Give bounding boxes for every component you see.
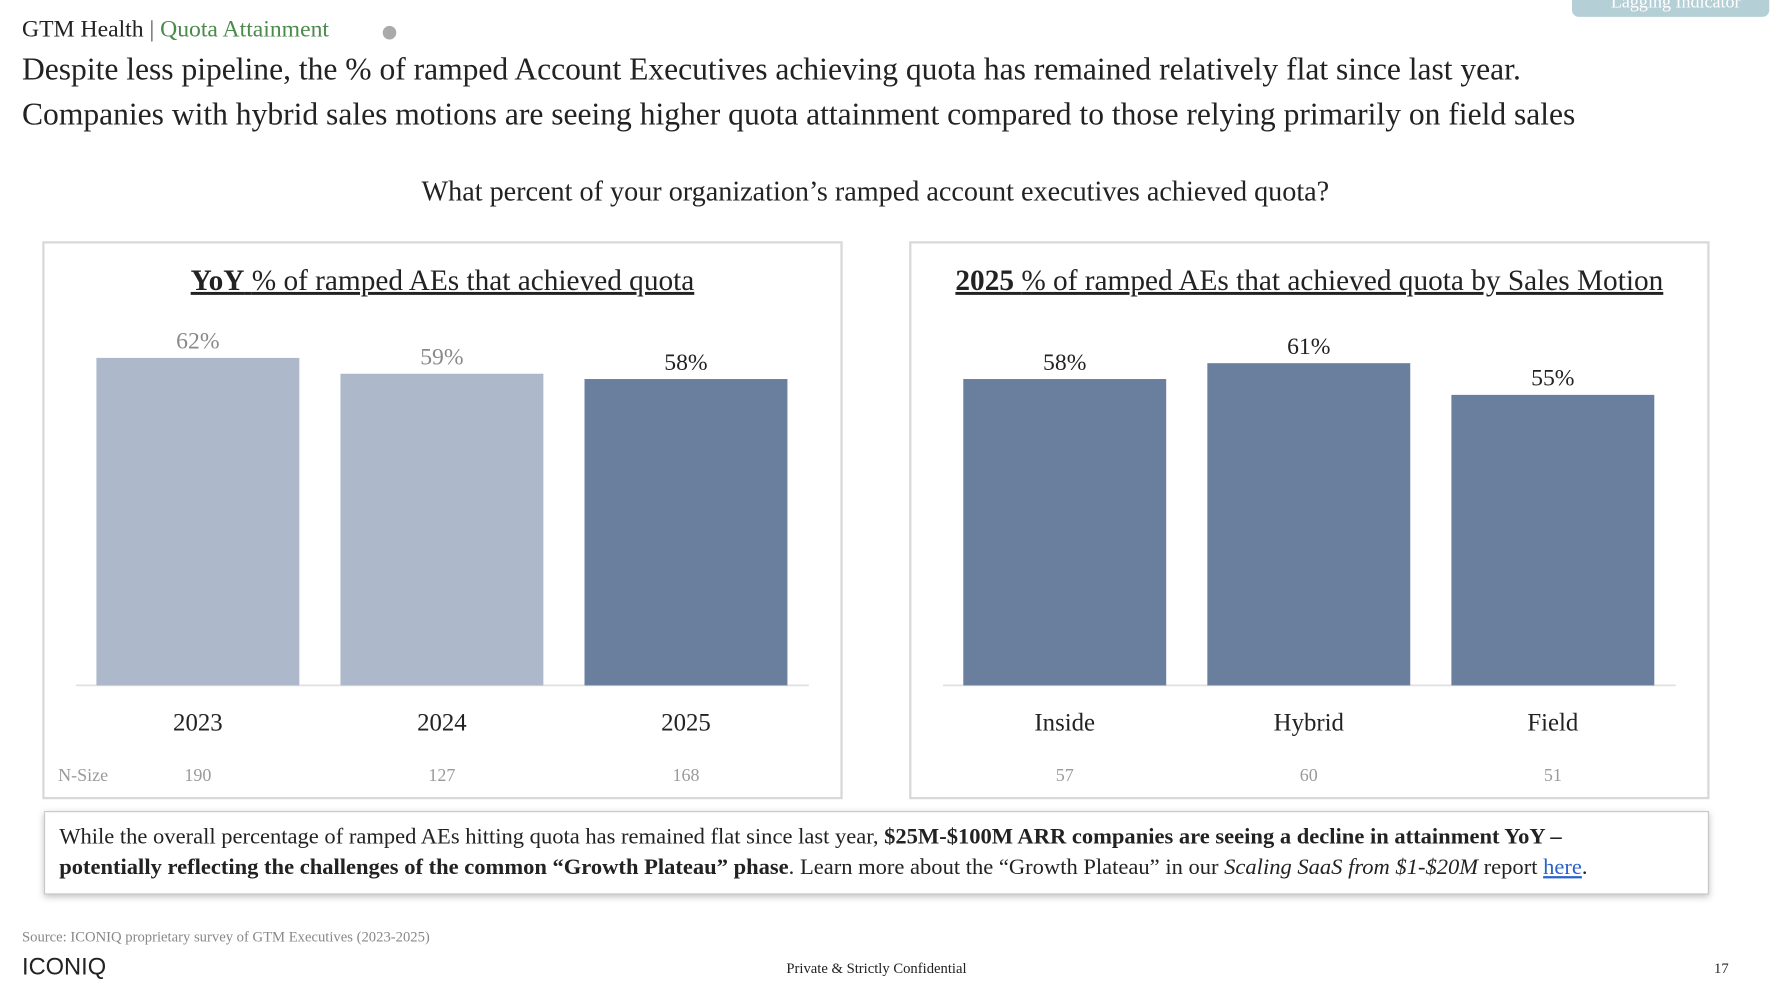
confidential: Private & Strictly Confidential	[786, 961, 966, 977]
callout-text: While the overall percentage of ramped A…	[59, 824, 884, 849]
separator: |	[144, 17, 161, 43]
bar	[963, 379, 1167, 686]
chart-title-lead: YoY	[191, 265, 245, 297]
value-label: 61%	[1287, 334, 1330, 360]
chart-title-text: % of ramped AEs that achieved quota	[252, 265, 695, 297]
x-tick-label: Hybrid	[1274, 710, 1345, 737]
value-label: 58%	[1043, 350, 1086, 376]
bar	[1207, 363, 1411, 686]
x-tick-label: 2023	[173, 710, 223, 737]
bar	[340, 373, 544, 686]
x-tick-label: 2024	[417, 710, 467, 737]
n-size-label: N-Size	[58, 765, 108, 785]
chart-title-text: % of ramped AEs that achieved quota by S…	[1021, 265, 1663, 297]
value-label: 62%	[176, 329, 219, 355]
callout-text: report	[1478, 854, 1543, 879]
chart-title-space	[1014, 265, 1021, 297]
tag-box	[1572, 0, 1770, 17]
status-dot	[382, 25, 397, 40]
chart-title-lead: 2025	[955, 265, 1014, 297]
x-tick-label: Inside	[1034, 710, 1095, 737]
value-label: 55%	[1531, 366, 1574, 392]
chart-title: 2025 % of ramped AEs that achieved quota…	[955, 265, 1663, 297]
bar	[96, 357, 300, 686]
headline: Despite less pipeline, the % of ramped A…	[22, 51, 1521, 86]
headline: Companies with hybrid sales motions are …	[22, 96, 1575, 131]
chart-title: YoY % of ramped AEs that achieved quota	[191, 265, 695, 297]
n-size: 51	[1544, 765, 1562, 785]
callout-text: . Learn more about the “Growth Plateau” …	[789, 854, 1224, 879]
logo: ICONIQ	[22, 955, 106, 981]
subsection: Quota Attainment	[160, 17, 329, 43]
callout-box	[43, 811, 1709, 895]
n-size: 127	[428, 765, 455, 785]
tag: Lagging Indicator	[1611, 0, 1741, 12]
n-size: 168	[672, 765, 699, 785]
source: Source: ICONIQ proprietary survey of GTM…	[22, 929, 430, 945]
callout-line: While the overall percentage of ramped A…	[59, 824, 1562, 849]
callout-line: potentially reflecting the challenges of…	[59, 854, 1587, 879]
callout-text: $25M-$100M ARR companies are seeing a de…	[884, 824, 1562, 849]
n-size: 60	[1300, 765, 1318, 785]
header: GTM Health | Quota Attainment	[22, 17, 329, 43]
callout-text: potentially reflecting the challenges of…	[59, 854, 788, 879]
bar	[584, 379, 788, 686]
page-number: 17	[1714, 961, 1729, 977]
chart-frame	[909, 241, 1710, 800]
callout-text: .	[1582, 854, 1588, 879]
bar	[1451, 394, 1655, 686]
chart-title-space	[244, 265, 251, 297]
value-label: 58%	[664, 350, 707, 376]
callout-text: Scaling SaaS from $1-$20M	[1224, 854, 1479, 879]
n-size: 190	[184, 765, 211, 785]
x-tick-label: Field	[1527, 710, 1579, 737]
chart-frame	[42, 241, 843, 800]
question: What percent of your organization’s ramp…	[422, 176, 1330, 207]
x-tick-label: 2025	[661, 710, 711, 737]
section: GTM Health	[22, 17, 144, 43]
value-label: 59%	[420, 345, 463, 371]
n-size: 57	[1056, 765, 1074, 785]
link[interactable]: here	[1543, 854, 1582, 879]
